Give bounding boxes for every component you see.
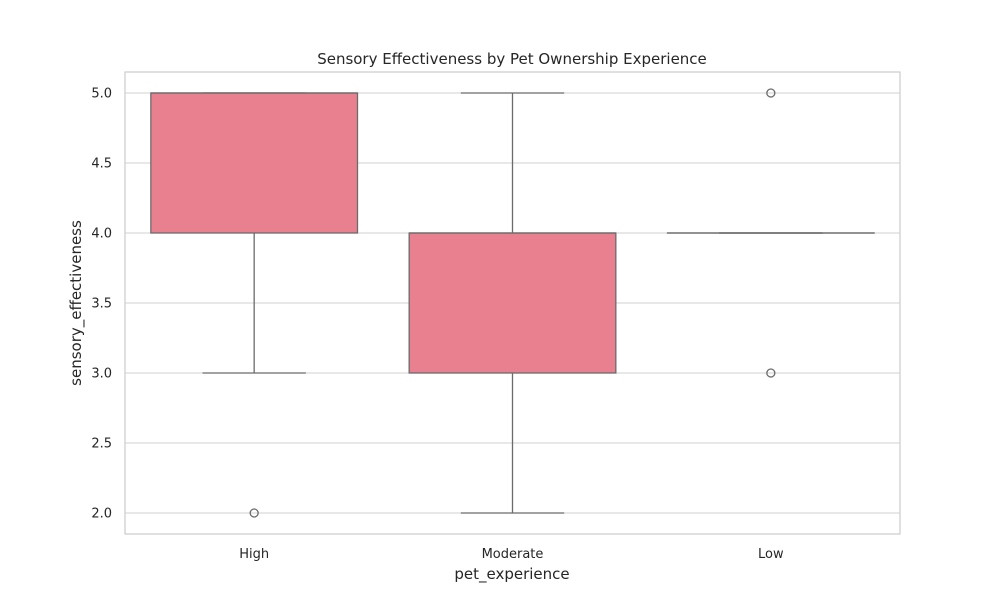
y-tick-label: 3.5	[91, 297, 112, 312]
box-group-high	[150, 92, 359, 518]
y-tick-label: 3.0	[91, 367, 112, 382]
box-group-low	[666, 88, 875, 378]
y-tick-label: 4.5	[91, 157, 112, 172]
plot-frame	[124, 71, 901, 535]
y-tick-labels: 2.0 2.5 3.0 3.5 4.0 4.5 5.0	[91, 87, 112, 522]
outlier-point	[249, 508, 259, 518]
outlier-point	[766, 368, 776, 378]
outlier-point	[766, 88, 776, 98]
x-tick-label: Low	[758, 547, 784, 562]
x-tick-label: Moderate	[482, 547, 544, 562]
box-group-moderate	[408, 92, 617, 514]
iqr-box	[408, 232, 617, 374]
x-tick-label: High	[239, 547, 269, 562]
y-tick-label: 2.5	[91, 437, 112, 452]
y-tick-label: 5.0	[91, 87, 112, 102]
x-axis-label: pet_experience	[454, 565, 569, 584]
x-tick-labels: High Moderate Low	[239, 547, 784, 562]
y-tick-label: 2.0	[91, 507, 112, 522]
y-axis-label: sensory_effectiveness	[67, 220, 86, 386]
boxes-layer	[150, 88, 875, 518]
iqr-box	[150, 92, 359, 234]
y-tick-label: 4.0	[91, 227, 112, 242]
chart-title: Sensory Effectiveness by Pet Ownership E…	[317, 50, 707, 68]
